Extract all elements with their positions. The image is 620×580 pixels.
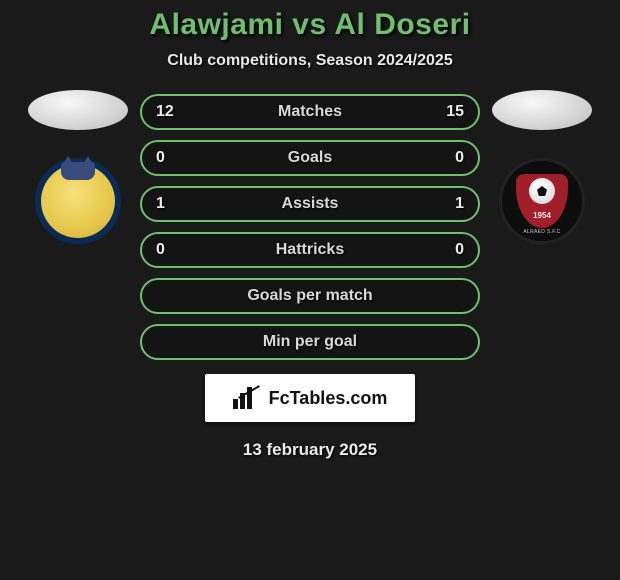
left-player-column — [18, 94, 138, 244]
stats-column: 12 Matches 15 0 Goals 0 1 Assists 1 0 Ha… — [138, 94, 482, 360]
team-crest-right: 1954 ALRAED S.F.C — [499, 158, 585, 244]
stat-value-right: 0 — [440, 241, 464, 259]
stat-label: Goals per match — [156, 287, 464, 305]
stat-value-left: 1 — [156, 195, 180, 213]
comparison-date: 13 february 2025 — [0, 440, 620, 460]
stat-value-right: 0 — [440, 149, 464, 167]
stat-value-right: 15 — [440, 103, 464, 121]
stat-row-min-per-goal: Min per goal — [140, 324, 480, 360]
bar-chart-icon — [233, 387, 261, 409]
team-crest-left — [35, 158, 121, 244]
stat-row-assists: 1 Assists 1 — [140, 186, 480, 222]
page-subtitle: Club competitions, Season 2024/2025 — [0, 52, 620, 70]
stat-label: Min per goal — [156, 333, 464, 351]
page-title: Alawjami vs Al Doseri — [0, 8, 620, 42]
crest-shield-icon: 1954 — [516, 174, 568, 228]
stat-row-matches: 12 Matches 15 — [140, 94, 480, 130]
stat-label: Goals — [180, 149, 440, 167]
source-badge-label: FcTables.com — [269, 388, 388, 409]
stat-row-goals: 0 Goals 0 — [140, 140, 480, 176]
player-photo-right — [492, 90, 592, 130]
content-row: 12 Matches 15 0 Goals 0 1 Assists 1 0 Ha… — [0, 94, 620, 360]
crest-year: 1954 — [516, 211, 568, 220]
comparison-card: Alawjami vs Al Doseri Club competitions,… — [0, 0, 620, 580]
stat-row-goals-per-match: Goals per match — [140, 278, 480, 314]
stat-label: Matches — [180, 103, 440, 121]
stat-value-left: 0 — [156, 149, 180, 167]
player-photo-left — [28, 90, 128, 130]
stat-value-left: 0 — [156, 241, 180, 259]
source-badge[interactable]: FcTables.com — [205, 374, 415, 422]
crest-ring-text: ALRAED S.F.C — [523, 229, 560, 235]
right-player-column: 1954 ALRAED S.F.C — [482, 94, 602, 244]
soccer-ball-icon — [529, 178, 555, 204]
stat-value-left: 12 — [156, 103, 180, 121]
stat-label: Hattricks — [180, 241, 440, 259]
stat-value-right: 1 — [440, 195, 464, 213]
crown-icon — [61, 162, 95, 180]
stat-row-hattricks: 0 Hattricks 0 — [140, 232, 480, 268]
stat-label: Assists — [180, 195, 440, 213]
